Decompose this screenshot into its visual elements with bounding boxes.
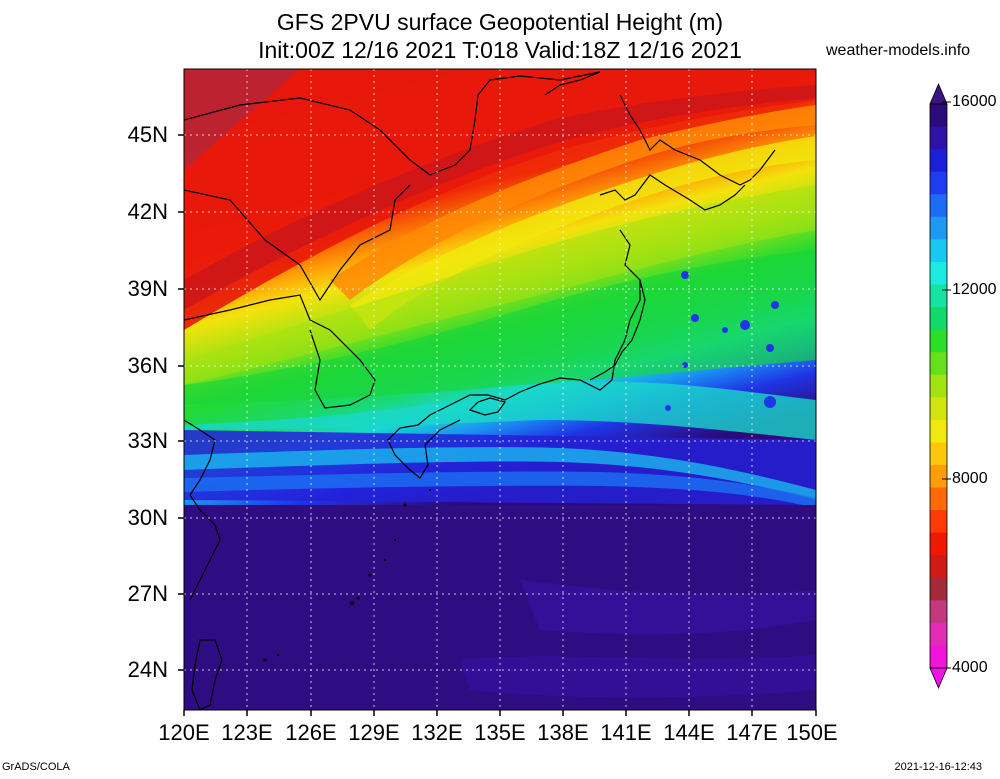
map-title: GFS 2PVU surface Geopotential Height (m) [276, 9, 724, 35]
colorbar-swatch [930, 307, 947, 331]
lon-label: 120E [158, 720, 210, 745]
colorbar-label-8000: 8000 [952, 470, 988, 487]
colorbar-swatch [930, 555, 947, 579]
colorbar-swatch [930, 442, 947, 466]
colorbar-swatch [930, 600, 947, 624]
footer-timestamp: 2021-12-16-12:43 [894, 761, 982, 773]
credit-text: weather-models.info [826, 42, 971, 59]
height-field [184, 69, 816, 710]
axis-ticks [178, 134, 817, 716]
colorbar-top-arrow [929, 82, 948, 105]
colorbar-swatch [930, 487, 947, 511]
colorbar-swatch [930, 216, 947, 240]
lon-label: 144E [663, 720, 715, 745]
lon-label: 123E [221, 720, 273, 745]
colorbar-bottom-arrow [929, 667, 948, 690]
lon-label: 132E [411, 720, 463, 745]
colorbar-swatch [930, 645, 947, 669]
lon-label: 141E [600, 720, 652, 745]
lat-label: 45N [127, 122, 168, 147]
colorbar-swatch [930, 419, 947, 443]
colorbar-swatch [930, 510, 947, 534]
colorbar-label-4000: 4000 [952, 659, 988, 676]
colorbar-swatch [930, 352, 947, 376]
colorbar-swatch [930, 239, 947, 263]
lon-label: 150E [786, 720, 838, 745]
footer-software: GrADS/COLA [2, 761, 70, 773]
colorbar-swatch [930, 126, 947, 150]
lat-label: 27N [127, 581, 168, 606]
colorbar-swatch [930, 284, 947, 308]
lat-label: 36N [127, 353, 168, 378]
lat-label: 39N [127, 276, 168, 301]
map-grid [184, 69, 816, 710]
colorbar-swatch [930, 171, 947, 195]
lon-label: 129E [348, 720, 400, 745]
colorbar-swatch [930, 464, 947, 489]
colorbar-swatch [930, 104, 947, 128]
lat-label: 33N [127, 428, 168, 453]
lat-label: 30N [127, 505, 168, 530]
colorbar-swatch [930, 532, 947, 556]
colorbar-swatch [930, 149, 947, 173]
colorbar-swatch [930, 194, 947, 218]
colorbar-label-12000: 12000 [952, 281, 997, 298]
lat-label: 24N [127, 657, 168, 682]
colorbar-swatch [930, 397, 947, 421]
lon-label: 135E [474, 720, 526, 745]
colorbar [929, 82, 951, 690]
colorbar-swatch [930, 577, 947, 601]
lon-label: 147E [726, 720, 778, 745]
colorbar-swatch [930, 329, 947, 353]
colorbar-swatch [930, 261, 947, 285]
islands [263, 489, 431, 662]
lon-label: 126E [285, 720, 337, 745]
map-subtitle: Init:00Z 12/16 2021 T:018 Valid:18Z 12/1… [258, 37, 742, 63]
colorbar-frame [929, 103, 948, 669]
colorbar-label-16000: 16000 [952, 93, 997, 110]
lon-label: 138E [537, 720, 589, 745]
colorbar-swatch [930, 374, 947, 398]
lat-label: 42N [127, 199, 168, 224]
colorbar-swatch [930, 622, 947, 646]
